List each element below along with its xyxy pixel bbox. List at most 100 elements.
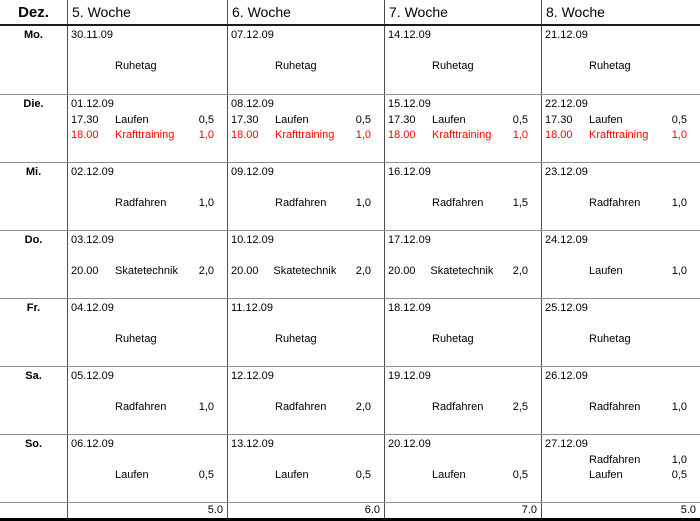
entry-row: Ruhetag [228, 332, 384, 347]
day-cell: 21.12.09 Ruhetag [542, 26, 700, 94]
entry-value: 0,5 [198, 114, 214, 126]
entry-activity: Radfahren [589, 401, 641, 413]
entry-row: 18.00 Krafttraining 1,0 [385, 128, 541, 143]
date-label: 08.12.09 [231, 98, 274, 110]
date-label: 02.12.09 [71, 166, 114, 178]
week-header-5: 5. Woche [68, 0, 228, 24]
entry-activity: Laufen [432, 114, 466, 126]
entry-value: 0,5 [355, 114, 371, 126]
date-label: 10.12.09 [231, 234, 274, 246]
entry-row: Ruhetag [385, 59, 541, 74]
entry-time [68, 468, 115, 483]
cell-body: Ruhetag [542, 316, 700, 347]
date-label: 16.12.09 [388, 166, 431, 178]
entry-activity: Radfahren [432, 197, 484, 209]
entry-activity: Ruhetag [275, 333, 317, 345]
cell-body: Radfahren 2,5 [385, 384, 541, 415]
entry-value: 1,5 [512, 197, 528, 209]
entry-activity: Skatetechnik [273, 265, 337, 277]
cell-body: Radfahren 2,0 [228, 384, 384, 415]
entry-value [335, 332, 371, 347]
date-label: 30.11.09 [71, 29, 114, 41]
entry-activity: Ruhetag [115, 60, 157, 72]
day-cell: 01.12.09 17.30 Laufen 0,5 18.00 Krafttraining… [68, 95, 228, 162]
entry-row: Laufen 0,5 [228, 468, 384, 483]
entry-value: 0,5 [671, 469, 687, 481]
entry-value: 0,5 [671, 114, 687, 126]
entry-activity: Ruhetag [432, 60, 474, 72]
entry-time [385, 196, 432, 211]
entry-row: 20.00 Skatetechnik 2,0 [228, 264, 384, 279]
day-cell: 12.12.09 Radfahren 2,0 [228, 367, 385, 434]
week-total-7: 7.0 [385, 503, 542, 518]
entry-value: 1,0 [198, 197, 214, 209]
cell-body: Radfahren 1,0 [68, 180, 227, 211]
cell-body: Ruhetag [68, 43, 227, 74]
entry-row: 20.00 Skatetechnik 2,0 [385, 264, 541, 279]
entry-value: 1,0 [671, 265, 687, 277]
day-cell: 03.12.09 20.00 Skatetechnik 2,0 [68, 231, 228, 298]
entry-activity: Radfahren [275, 401, 327, 413]
entry-activity: Laufen [432, 469, 466, 481]
entry-value: 1,0 [671, 401, 687, 413]
header-row: Dez. 5. Woche 6. Woche 7. Woche 8. Woche [0, 0, 700, 26]
entry-activity: Radfahren [432, 401, 484, 413]
entry-row: Laufen 0,5 [385, 468, 541, 483]
date-label: 25.12.09 [545, 302, 588, 314]
day-label: Sa. [0, 367, 68, 434]
entry-time [542, 332, 589, 347]
entry-time [228, 196, 275, 211]
entry-value: 1,0 [671, 197, 687, 209]
entry-row: 17.30 Laufen 0,5 [542, 113, 700, 128]
entry-row: Radfahren 1,5 [385, 196, 541, 211]
entry-value [492, 332, 528, 347]
entry-activity: Skatetechnik [430, 265, 494, 277]
entry-value [178, 59, 214, 74]
date-label: 12.12.09 [231, 370, 274, 382]
entry-time: 18.00 [545, 129, 573, 141]
entry-row: Radfahren 1,0 [228, 196, 384, 211]
date-label: 09.12.09 [231, 166, 274, 178]
entry-value [651, 332, 687, 347]
entry-time [542, 264, 589, 279]
date-label: 17.12.09 [388, 234, 431, 246]
entry-time [385, 468, 432, 483]
entry-value: 2,0 [355, 265, 371, 277]
date-label: 03.12.09 [71, 234, 114, 246]
day-cell: 20.12.09 Laufen 0,5 [385, 435, 542, 502]
entry-time [228, 332, 275, 347]
entry-time: 20.00 [71, 265, 99, 277]
entry-time: 17.30 [231, 114, 259, 126]
entry-time: 18.00 [71, 129, 99, 141]
totals-spacer [0, 503, 68, 518]
cell-body: Ruhetag [542, 43, 700, 74]
day-cell: 07.12.09 Ruhetag [228, 26, 385, 94]
entry-time [385, 59, 432, 74]
entry-time: 17.30 [71, 114, 99, 126]
day-cell: 02.12.09 Radfahren 1,0 [68, 163, 228, 230]
week-total-6: 6.0 [228, 503, 385, 518]
day-label: Mi. [0, 163, 68, 230]
date-label: 23.12.09 [545, 166, 588, 178]
entry-value: 0,5 [198, 469, 214, 481]
cell-body: Laufen 0,5 [385, 452, 541, 483]
day-label: Fr. [0, 299, 68, 366]
week-header-8: 8. Woche [546, 4, 605, 20]
entry-time [68, 400, 115, 415]
cell-body: Radfahren 1,0 [542, 180, 700, 211]
entry-value: 0,5 [512, 469, 528, 481]
day-row: Fr. 04.12.09 Ruhetag 11.12.09 Ruhetag 18.12.0… [0, 298, 700, 366]
date-label: 07.12.09 [231, 29, 274, 41]
entry-activity: Radfahren [589, 197, 641, 209]
date-label: 06.12.09 [71, 438, 114, 450]
entry-time: 20.00 [231, 265, 259, 277]
entry-time [385, 332, 432, 347]
cell-body: Radfahren 1,0 [542, 384, 700, 415]
entry-time [542, 453, 589, 468]
cell-body: Laufen 0,5 [228, 452, 384, 483]
entry-row: Radfahren 1,0 [68, 196, 227, 211]
cell-body: 20.00 Skatetechnik 2,0 [385, 248, 541, 279]
cell-body: 17.30 Laufen 0,5 18.00 Krafttraining 1,0 [542, 112, 700, 143]
totals-row: 5.0 6.0 7.0 5.0 [0, 502, 700, 521]
